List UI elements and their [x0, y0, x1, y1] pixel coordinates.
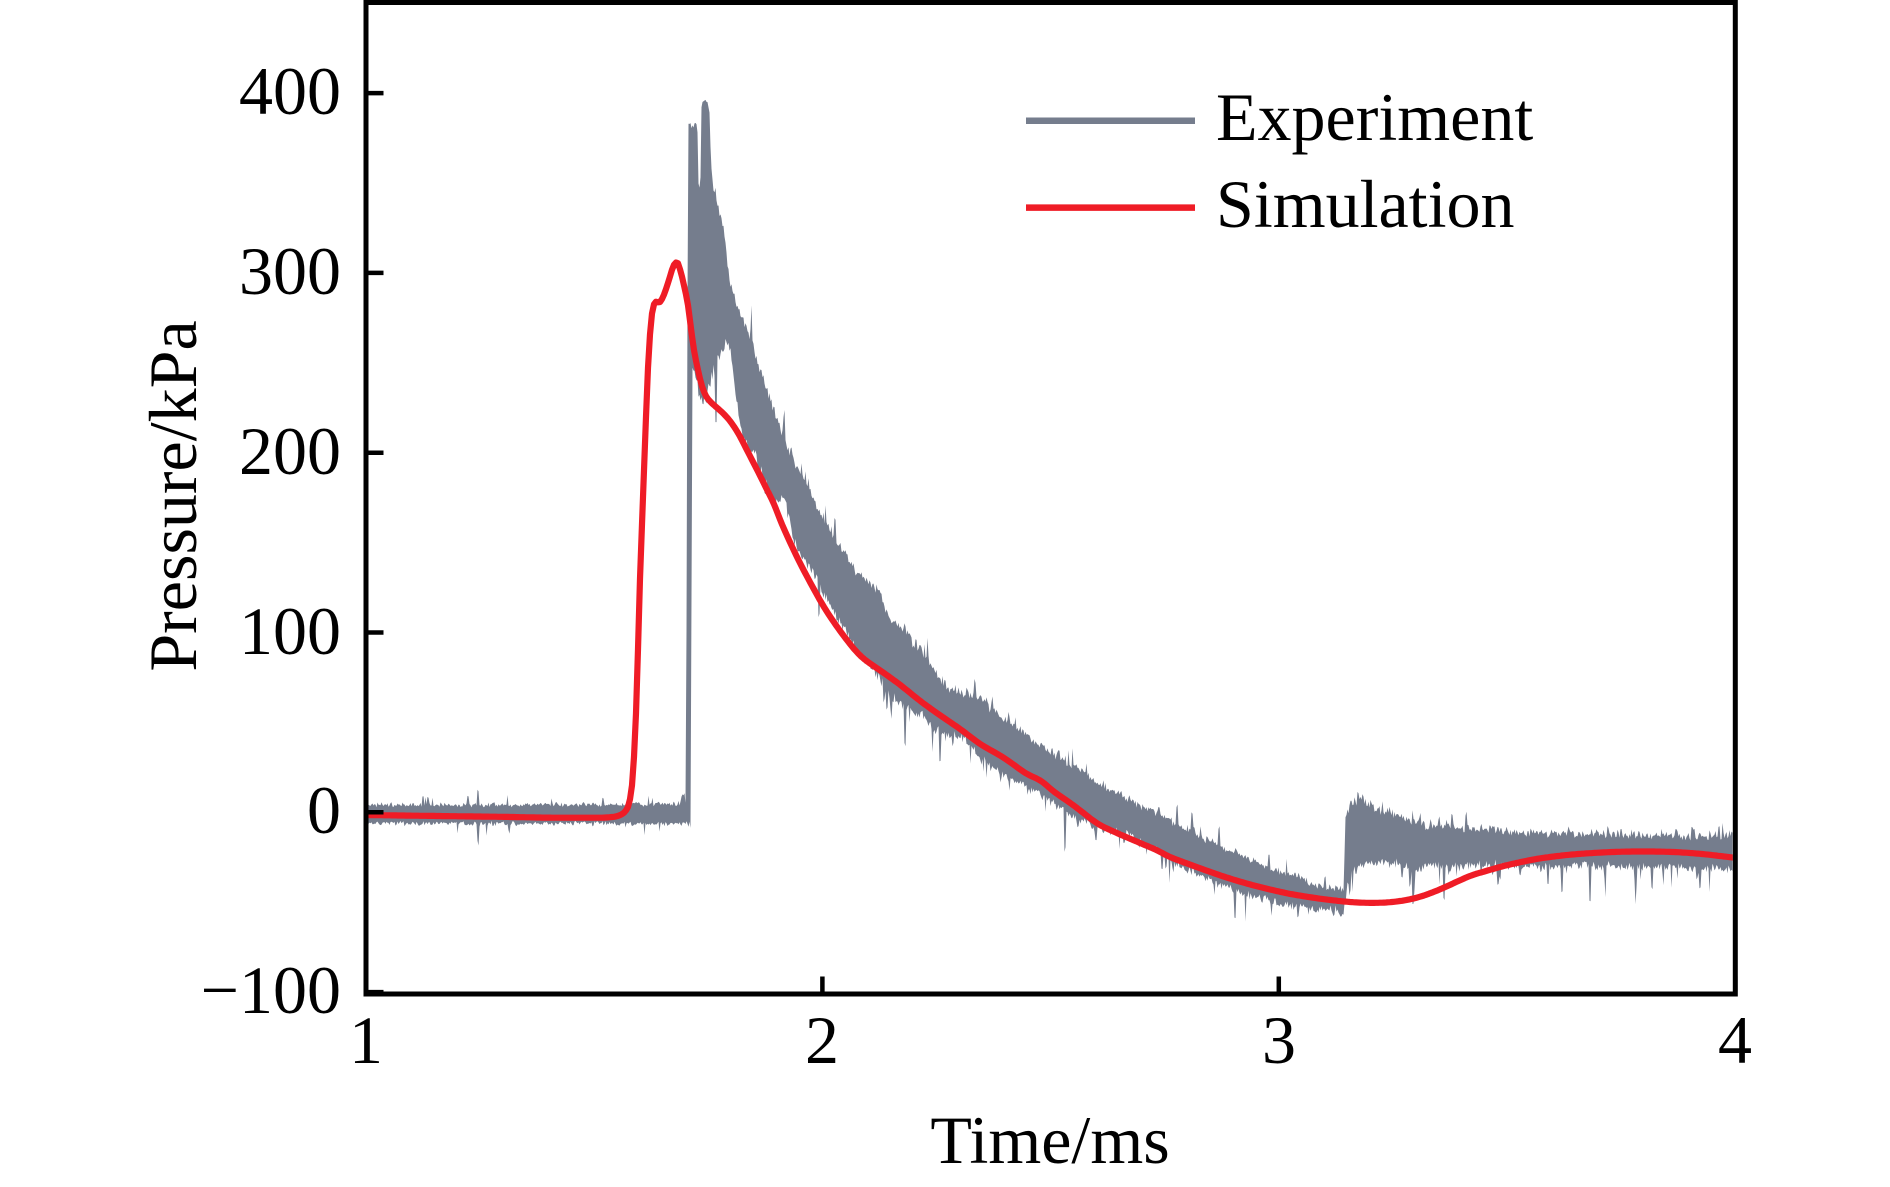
svg-text:−100: −100: [201, 952, 341, 1028]
svg-text:Simulation: Simulation: [1216, 166, 1514, 242]
svg-text:3: 3: [1262, 1002, 1296, 1078]
svg-text:400: 400: [239, 53, 341, 129]
svg-text:100: 100: [239, 593, 341, 669]
svg-text:Time/ms: Time/ms: [930, 1102, 1169, 1178]
svg-text:0: 0: [307, 772, 341, 848]
svg-text:2: 2: [805, 1002, 839, 1078]
svg-text:Pressure/kPa: Pressure/kPa: [135, 320, 211, 671]
svg-text:300: 300: [239, 233, 341, 309]
svg-text:4: 4: [1718, 1002, 1752, 1078]
svg-text:200: 200: [239, 413, 341, 489]
svg-text:1: 1: [349, 1002, 383, 1078]
svg-text:Experiment: Experiment: [1216, 79, 1533, 155]
